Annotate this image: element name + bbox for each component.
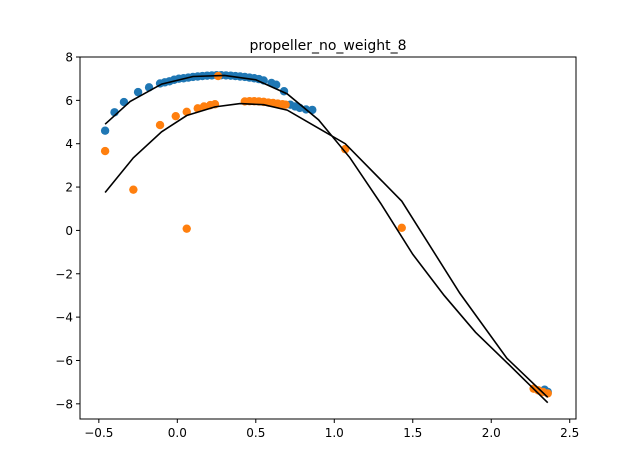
axes-frame <box>79 56 577 420</box>
series-1-point-22 <box>397 223 406 233</box>
series-1-point-1 <box>129 185 138 194</box>
y-tick-label: 4 <box>65 137 73 151</box>
x-tick-label: 2.0 <box>482 426 501 440</box>
y-tick-label: −8 <box>55 397 73 411</box>
series-0-point-29 <box>272 80 281 89</box>
series-1-point-4 <box>182 224 191 233</box>
x-tick-label: 1.0 <box>325 426 344 440</box>
x-tick-label: 1.5 <box>403 426 422 440</box>
y-tick-label: −6 <box>55 354 73 368</box>
y-tick-label: 2 <box>65 181 73 195</box>
y-tick-label: 8 <box>65 51 73 65</box>
fit-line-3 <box>104 102 549 398</box>
x-tick-label: −0.5 <box>84 426 113 440</box>
series-1-point-0 <box>100 146 110 156</box>
series-1-point-2 <box>155 120 165 130</box>
x-axis: −0.5 0.0 0.5 1.0 1.5 2.0 2.5 <box>84 419 579 440</box>
y-tick-label: −2 <box>55 267 73 281</box>
x-tick-label: 2.5 <box>560 426 579 440</box>
series-0-point-3 <box>133 87 143 97</box>
series-1-point-20 <box>281 100 290 109</box>
series-1-point-3 <box>171 111 180 121</box>
series-1-point-5 <box>182 107 191 117</box>
chart-title: propeller_no_weight_8 <box>249 38 406 54</box>
series-1-point-7 <box>199 102 209 111</box>
y-axis: −8 −6 −4 −2 0 2 4 6 8 <box>55 51 80 411</box>
y-tick-label: −4 <box>55 311 73 325</box>
y-tick-label: 6 <box>65 94 73 108</box>
x-tick-label: 0.0 <box>168 426 187 440</box>
x-tick-label: 0.5 <box>246 426 265 440</box>
y-tick-label: 0 <box>65 224 73 238</box>
series-0-point-0 <box>100 126 110 135</box>
series-1-point-21 <box>341 144 350 154</box>
fit-line-2 <box>104 74 549 404</box>
plot-area <box>100 71 552 404</box>
